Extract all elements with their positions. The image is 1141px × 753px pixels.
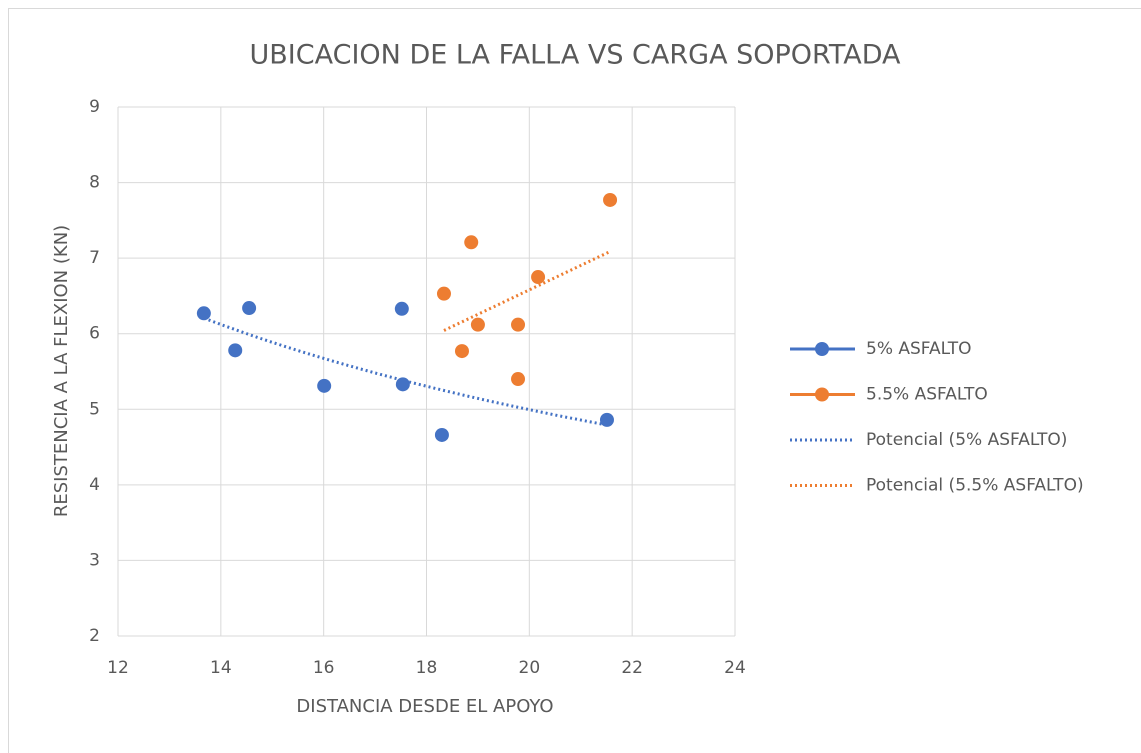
point xyxy=(511,372,526,387)
legend-marker xyxy=(815,342,829,356)
y-tick-label: 5 xyxy=(89,399,100,419)
legend-marker xyxy=(815,387,829,402)
point xyxy=(599,412,614,427)
trendline xyxy=(443,250,611,332)
x-tick-label: 12 xyxy=(107,658,129,678)
chart-border xyxy=(8,8,1141,753)
x-tick-label: 18 xyxy=(416,658,438,678)
y-tick-label: 6 xyxy=(89,324,100,344)
legend-label: 5.5% ASFALTO xyxy=(866,385,988,405)
point xyxy=(228,343,243,358)
y-tick-label: 8 xyxy=(89,173,100,193)
point xyxy=(394,301,409,316)
legend-label: Potencial (5.5% ASFALTO) xyxy=(866,476,1084,496)
point xyxy=(317,378,332,393)
x-axis-label: DISTANCIA DESDE EL APOYO xyxy=(296,696,553,717)
point xyxy=(436,286,451,301)
point xyxy=(603,192,618,207)
x-tick-label: 20 xyxy=(519,658,541,678)
y-tick-label: 9 xyxy=(89,97,100,117)
legend-label: 5% ASFALTO xyxy=(866,339,972,359)
point xyxy=(464,235,479,250)
point xyxy=(196,306,211,321)
y-tick-label: 7 xyxy=(89,248,100,268)
y-tick-label: 3 xyxy=(89,550,100,570)
point xyxy=(531,270,546,285)
y-tick-label: 2 xyxy=(89,626,100,646)
x-tick-label: 16 xyxy=(313,658,335,678)
y-axis-label: RESISTENCIA A LA FLEXION (KN) xyxy=(51,225,72,517)
x-tick-label: 22 xyxy=(621,658,643,678)
point xyxy=(242,301,257,316)
trendline xyxy=(203,316,608,427)
point xyxy=(511,317,526,332)
legend-label: Potencial (5% ASFALTO) xyxy=(866,430,1067,450)
point xyxy=(395,377,410,392)
y-tick-label: 4 xyxy=(89,475,100,495)
point xyxy=(470,317,485,332)
x-tick-label: 24 xyxy=(724,658,746,678)
point xyxy=(434,427,449,442)
chart-title: UBICACION DE LA FALLA VS CARGA SOPORTADA xyxy=(250,40,902,71)
point xyxy=(454,344,469,359)
x-tick-label: 14 xyxy=(210,658,232,678)
